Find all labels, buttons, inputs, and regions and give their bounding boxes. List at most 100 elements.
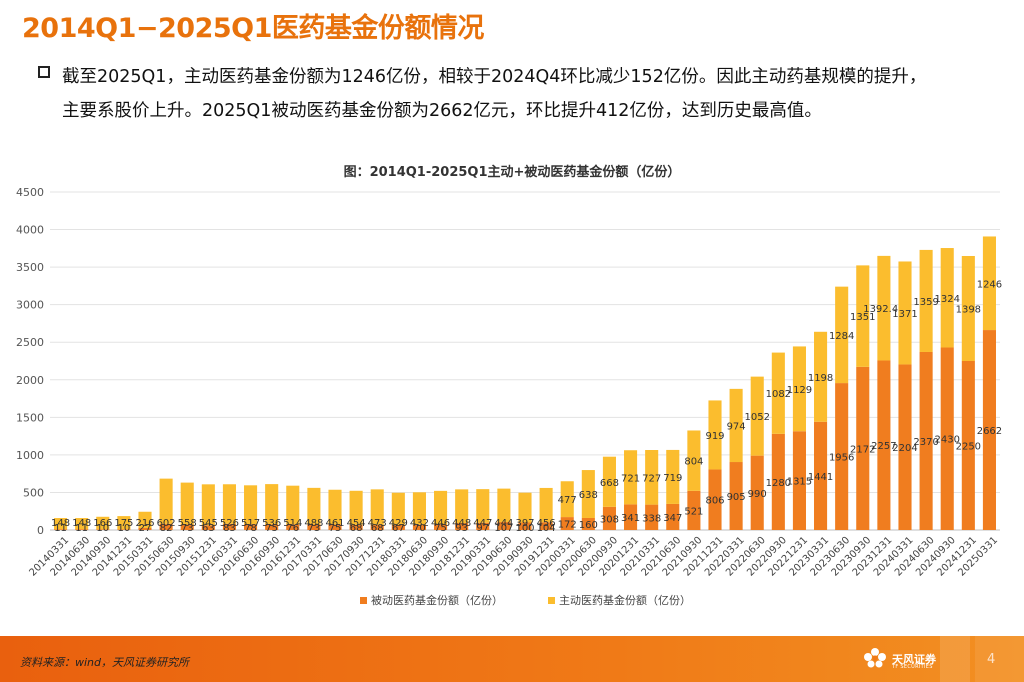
data-label-active: 804 xyxy=(684,457,703,468)
data-label-active: 148 xyxy=(51,518,70,529)
data-label-passive: 990 xyxy=(748,489,767,500)
data-label-active: 517 xyxy=(241,518,260,529)
page-title: 2014Q1−2025Q1医药基金份额情况 xyxy=(22,13,484,44)
bar-passive xyxy=(286,524,300,530)
data-label-passive: 1441 xyxy=(808,472,833,483)
logo-subtitle: TF SECURITIES xyxy=(892,664,933,670)
bar-passive xyxy=(835,383,849,530)
footer-decoration xyxy=(940,636,970,682)
data-label-passive: 521 xyxy=(684,506,703,517)
bar-passive xyxy=(940,347,954,530)
data-label-active: 1392.47 xyxy=(863,304,904,315)
data-label-active: 432 xyxy=(410,518,429,529)
bar-passive xyxy=(75,529,89,530)
bar-passive xyxy=(750,455,764,530)
data-label-passive: 107 xyxy=(494,523,513,534)
bar-passive xyxy=(96,529,110,530)
data-label-passive: 1280 xyxy=(766,478,791,489)
y-tick-label: 0 xyxy=(37,524,44,537)
data-label-passive: 2250 xyxy=(956,442,981,453)
data-label-active: 477 xyxy=(558,495,577,506)
bar-passive xyxy=(771,433,785,530)
bar-passive xyxy=(708,469,722,530)
data-label-passive: 172 xyxy=(558,520,577,531)
y-tick-label: 4500 xyxy=(16,186,44,199)
bar-active xyxy=(391,492,405,525)
bar-passive xyxy=(201,525,215,530)
data-label-passive: 97 xyxy=(476,523,489,534)
flower-logo-icon xyxy=(864,648,886,668)
data-label-active: 1052 xyxy=(744,412,769,423)
footer-decoration xyxy=(975,636,1024,682)
summary-line-1: 截至2025Q1，主动医药基金份额为1246亿份，相较于2024Q4环比减少15… xyxy=(62,67,927,87)
data-label-passive: 68 xyxy=(350,523,363,534)
bar-active xyxy=(497,488,511,522)
bar-active xyxy=(581,470,595,518)
data-label-active: 526 xyxy=(220,518,239,529)
bar-active xyxy=(244,485,258,525)
summary-line-2: 主要系股价上升。2025Q1被动医药基金份额为2662亿元，环比提升412亿份，… xyxy=(62,101,822,121)
bar-active xyxy=(539,487,553,523)
data-label-active: 1398 xyxy=(956,304,981,315)
y-tick-label: 2500 xyxy=(16,336,44,349)
bar-active xyxy=(919,249,933,352)
data-label-passive: 806 xyxy=(705,496,724,507)
data-label-active: 488 xyxy=(304,518,323,529)
bar-passive xyxy=(729,462,743,530)
data-label-active: 447 xyxy=(473,518,492,529)
data-label-active: 461 xyxy=(325,518,344,529)
y-tick-label: 3500 xyxy=(16,261,44,274)
bar-active xyxy=(328,489,342,525)
bar-active xyxy=(602,456,616,507)
bar-passive xyxy=(138,527,152,530)
bar-active xyxy=(201,484,215,526)
chart-title: 图：2014Q1-2025Q1主动+被动医药基金份额（亿份） xyxy=(343,165,681,180)
bar-passive xyxy=(349,524,363,530)
bar-active xyxy=(476,489,490,523)
data-label-active: 719 xyxy=(663,473,682,484)
bar-active xyxy=(159,478,173,524)
data-label-passive: 78 xyxy=(244,523,257,534)
bar-passive xyxy=(560,517,574,530)
footer-bar xyxy=(0,636,1024,682)
bar-passive xyxy=(792,431,806,530)
data-label-passive: 347 xyxy=(663,513,682,524)
data-label-active: 429 xyxy=(389,518,408,529)
page-number: 4 xyxy=(987,652,996,667)
data-label-active: 1284 xyxy=(829,331,854,342)
bar-passive xyxy=(624,504,638,530)
data-label-passive: 75 xyxy=(434,523,447,534)
data-label-active: 1371 xyxy=(892,309,917,320)
bar-passive xyxy=(518,522,532,530)
data-label-passive: 27 xyxy=(139,523,152,534)
bar-passive xyxy=(476,522,490,530)
data-label-passive: 160 xyxy=(579,520,598,531)
data-label-active: 727 xyxy=(642,473,661,484)
source-note: 资料来源：wind，天风证券研究所 xyxy=(20,656,190,669)
bar-active xyxy=(222,484,236,524)
bar-active xyxy=(940,248,954,348)
data-label-active: 216 xyxy=(135,518,154,529)
bar-passive xyxy=(814,421,828,530)
data-label-passive: 70 xyxy=(413,523,426,534)
data-label-active: 1324 xyxy=(934,294,959,305)
y-tick-label: 500 xyxy=(23,486,44,499)
data-label-active: 473 xyxy=(368,518,387,529)
data-label-active: 148 xyxy=(72,518,91,529)
data-label-passive: 2430 xyxy=(934,435,959,446)
bar-active xyxy=(117,516,131,530)
bar-passive xyxy=(497,521,511,530)
data-label-passive: 68 xyxy=(371,523,384,534)
data-label-passive: 1315 xyxy=(787,477,812,488)
bar-active xyxy=(434,490,448,525)
bar-passive xyxy=(328,524,342,530)
stacked-bar-chart: 0500100015002000250030003500400045001114… xyxy=(16,186,1002,607)
bar-active xyxy=(645,450,659,505)
data-label-active: 668 xyxy=(600,478,619,489)
data-label-active: 1198 xyxy=(808,373,833,384)
bar-active xyxy=(96,516,110,530)
bar-passive xyxy=(581,517,595,530)
data-label-passive: 2257 xyxy=(871,441,896,452)
bar-passive xyxy=(265,524,279,530)
data-label-active: 454 xyxy=(347,518,366,529)
